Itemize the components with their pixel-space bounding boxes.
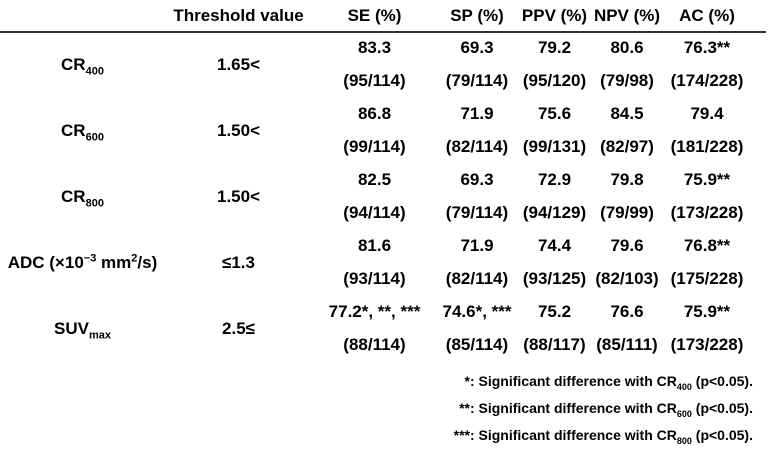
row-label-cr800: CR800: [61, 186, 104, 210]
ac-value: 76.3**: [683, 38, 731, 58]
col-header-npv: NPV (%): [593, 5, 661, 25]
ac-value: 76.8**: [683, 236, 731, 256]
ppv-value: 74.4: [537, 236, 572, 256]
col-header-threshold: Threshold value: [173, 5, 304, 25]
table-row-cr800-values: CR800 1.50< 82.5 69.3 72.9 79.8 75.9**: [0, 164, 752, 208]
threshold-adc: ≤1.3: [222, 252, 255, 272]
sp-value: 71.9: [460, 236, 494, 256]
npv-fraction: (79/99): [600, 203, 654, 223]
threshold-suvmax: 2.5≤: [222, 318, 255, 338]
npv-fraction: (85/111): [596, 335, 658, 355]
row-label-adc: ADC (×10−3 mm2/s): [7, 252, 158, 272]
ppv-value: 79.2: [537, 38, 572, 58]
row-label-cr400: CR400: [61, 54, 104, 78]
sp-fraction: (85/114): [445, 335, 509, 355]
ppv-value: 75.6: [537, 104, 572, 124]
ppv-fraction: (95/120): [522, 71, 587, 91]
threshold-cr400: 1.65<: [216, 54, 260, 74]
col-header-parameter: [0, 0, 165, 32]
col-header-se: SE (%): [347, 5, 402, 25]
sp-value: 74.6*, ***: [442, 302, 512, 322]
se-fraction: (88/114): [343, 335, 406, 355]
npv-value: 79.8: [610, 170, 644, 190]
footnote-cr400: *: Significant difference with CR400 (p<…: [464, 373, 753, 392]
ppv-fraction: (99/131): [522, 137, 587, 157]
sp-fraction: (82/114): [445, 137, 509, 157]
ac-value: 75.9**: [683, 170, 731, 190]
table-row-cr600-fractions: (99/114) (82/114) (99/131) (82/97) (181/…: [0, 131, 752, 164]
npv-value: 76.6: [610, 302, 644, 322]
col-header-ac: AC (%): [679, 5, 735, 25]
ppv-fraction: (93/125): [522, 269, 587, 289]
col-header-sp: SP (%): [450, 5, 504, 25]
table-row-cr800-fractions: (94/114) (79/114) (94/129) (79/99) (173/…: [0, 197, 752, 230]
se-fraction: (93/114): [343, 269, 406, 289]
row-label-suvmax: SUVmax: [54, 318, 111, 342]
ac-fraction: (175/228): [670, 269, 744, 289]
threshold-cr800: 1.50<: [216, 186, 260, 206]
ac-fraction: (173/228): [670, 203, 744, 223]
se-value: 81.6: [357, 236, 392, 256]
row-label-cr600: CR600: [61, 120, 104, 144]
footnote-cr600: **: Significant difference with CR600 (p…: [459, 400, 753, 419]
table-row-suvmax-values: SUVmax 2.5≤ 77.2*, **, *** 74.6*, *** 75…: [0, 296, 752, 340]
performance-table: Threshold value SE (%) SP (%) PPV (%) NP…: [0, 0, 752, 362]
sp-fraction: (79/114): [445, 203, 509, 223]
table-row-cr600-values: CR600 1.50< 86.8 71.9 75.6 84.5 79.4: [0, 98, 752, 142]
table-row-cr400-values: CR400 1.65< 83.3 69.3 79.2 80.6 76.3**: [0, 32, 752, 76]
npv-value: 79.6: [610, 236, 644, 256]
table-row-suvmax-fractions: (88/114) (85/114) (88/117) (85/111) (173…: [0, 329, 752, 362]
sp-value: 71.9: [460, 104, 494, 124]
header-rule: [0, 31, 766, 33]
se-fraction: (95/114): [343, 71, 406, 91]
npv-value: 80.6: [610, 38, 644, 58]
se-fraction: (94/114): [343, 203, 406, 223]
sp-value: 69.3: [460, 170, 494, 190]
se-value: 86.8: [357, 104, 392, 124]
npv-fraction: (82/97): [600, 137, 654, 157]
ppv-fraction: (94/129): [522, 203, 587, 223]
footnote-cr800: ***: Significant difference with CR800 (…: [453, 427, 753, 446]
npv-fraction: (79/98): [600, 71, 654, 91]
ppv-value: 72.9: [537, 170, 572, 190]
ac-fraction: (181/228): [670, 137, 744, 157]
footnotes: *: Significant difference with CR400 (p<…: [454, 368, 753, 449]
ac-fraction: (174/228): [670, 71, 744, 91]
se-value: 83.3: [357, 38, 392, 58]
threshold-cr600: 1.50<: [216, 120, 260, 140]
sp-fraction: (79/114): [445, 71, 509, 91]
col-header-ppv: PPV (%): [521, 5, 588, 25]
ac-fraction: (173/228): [670, 335, 744, 355]
sp-value: 69.3: [460, 38, 494, 58]
se-value: 77.2*, **, ***: [328, 302, 421, 322]
sp-fraction: (82/114): [445, 269, 509, 289]
table-row-cr400-fractions: (95/114) (79/114) (95/120) (79/98) (174/…: [0, 65, 752, 98]
npv-value: 84.5: [610, 104, 644, 124]
ppv-fraction: (88/117): [523, 335, 586, 355]
table-row-adc-values: ADC (×10−3 mm2/s) ≤1.3 81.6 71.9 74.4 79…: [0, 230, 752, 271]
ac-value: 75.9**: [683, 302, 731, 322]
ac-value: 79.4: [690, 104, 724, 124]
se-fraction: (99/114): [343, 137, 406, 157]
se-value: 82.5: [357, 170, 392, 190]
ppv-value: 75.2: [537, 302, 572, 322]
header-row: Threshold value SE (%) SP (%) PPV (%) NP…: [0, 0, 752, 32]
table-row-adc-fractions: (93/114) (82/114) (93/125) (82/103) (175…: [0, 263, 752, 296]
npv-fraction: (82/103): [595, 269, 659, 289]
